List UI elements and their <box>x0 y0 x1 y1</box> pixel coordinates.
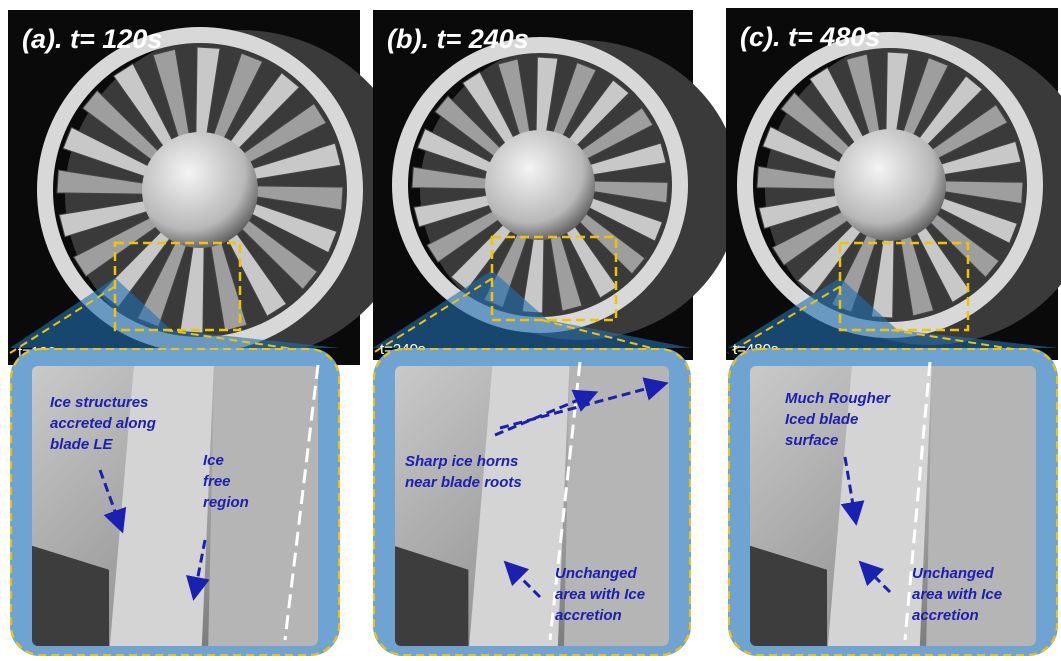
title: (b). t= 240s <box>387 24 529 54</box>
annotation: Much Rougher <box>785 390 891 407</box>
title: (a). t= 120s <box>22 24 162 54</box>
zoom-image <box>728 348 1058 656</box>
annotation: area with Ice <box>912 586 1002 603</box>
zoom-image <box>373 348 691 656</box>
annotation: Ice structures <box>50 394 148 411</box>
annotation: Iced blade <box>785 411 858 428</box>
annotation: free <box>203 473 231 490</box>
annotation: Unchanged <box>912 565 995 582</box>
annotation: Sharp ice horns <box>405 453 518 470</box>
annotation: region <box>203 494 249 511</box>
annotation: area with Ice <box>555 586 645 603</box>
annotation: near blade roots <box>405 474 522 491</box>
annotation: Unchanged <box>555 565 638 582</box>
fan-hub <box>485 130 595 240</box>
annotation: accretion <box>912 607 979 624</box>
annotation: accreted along <box>50 415 156 432</box>
fan-hub <box>834 129 946 241</box>
annotation: surface <box>785 432 838 449</box>
fan-hub <box>142 132 258 248</box>
figure: (a). t= 120st=120sIce structuresaccreted… <box>0 0 1061 661</box>
annotation: accretion <box>555 607 622 624</box>
annotation: Ice <box>203 452 224 469</box>
annotation: blade LE <box>50 436 114 453</box>
title: (c). t= 480s <box>740 22 880 52</box>
